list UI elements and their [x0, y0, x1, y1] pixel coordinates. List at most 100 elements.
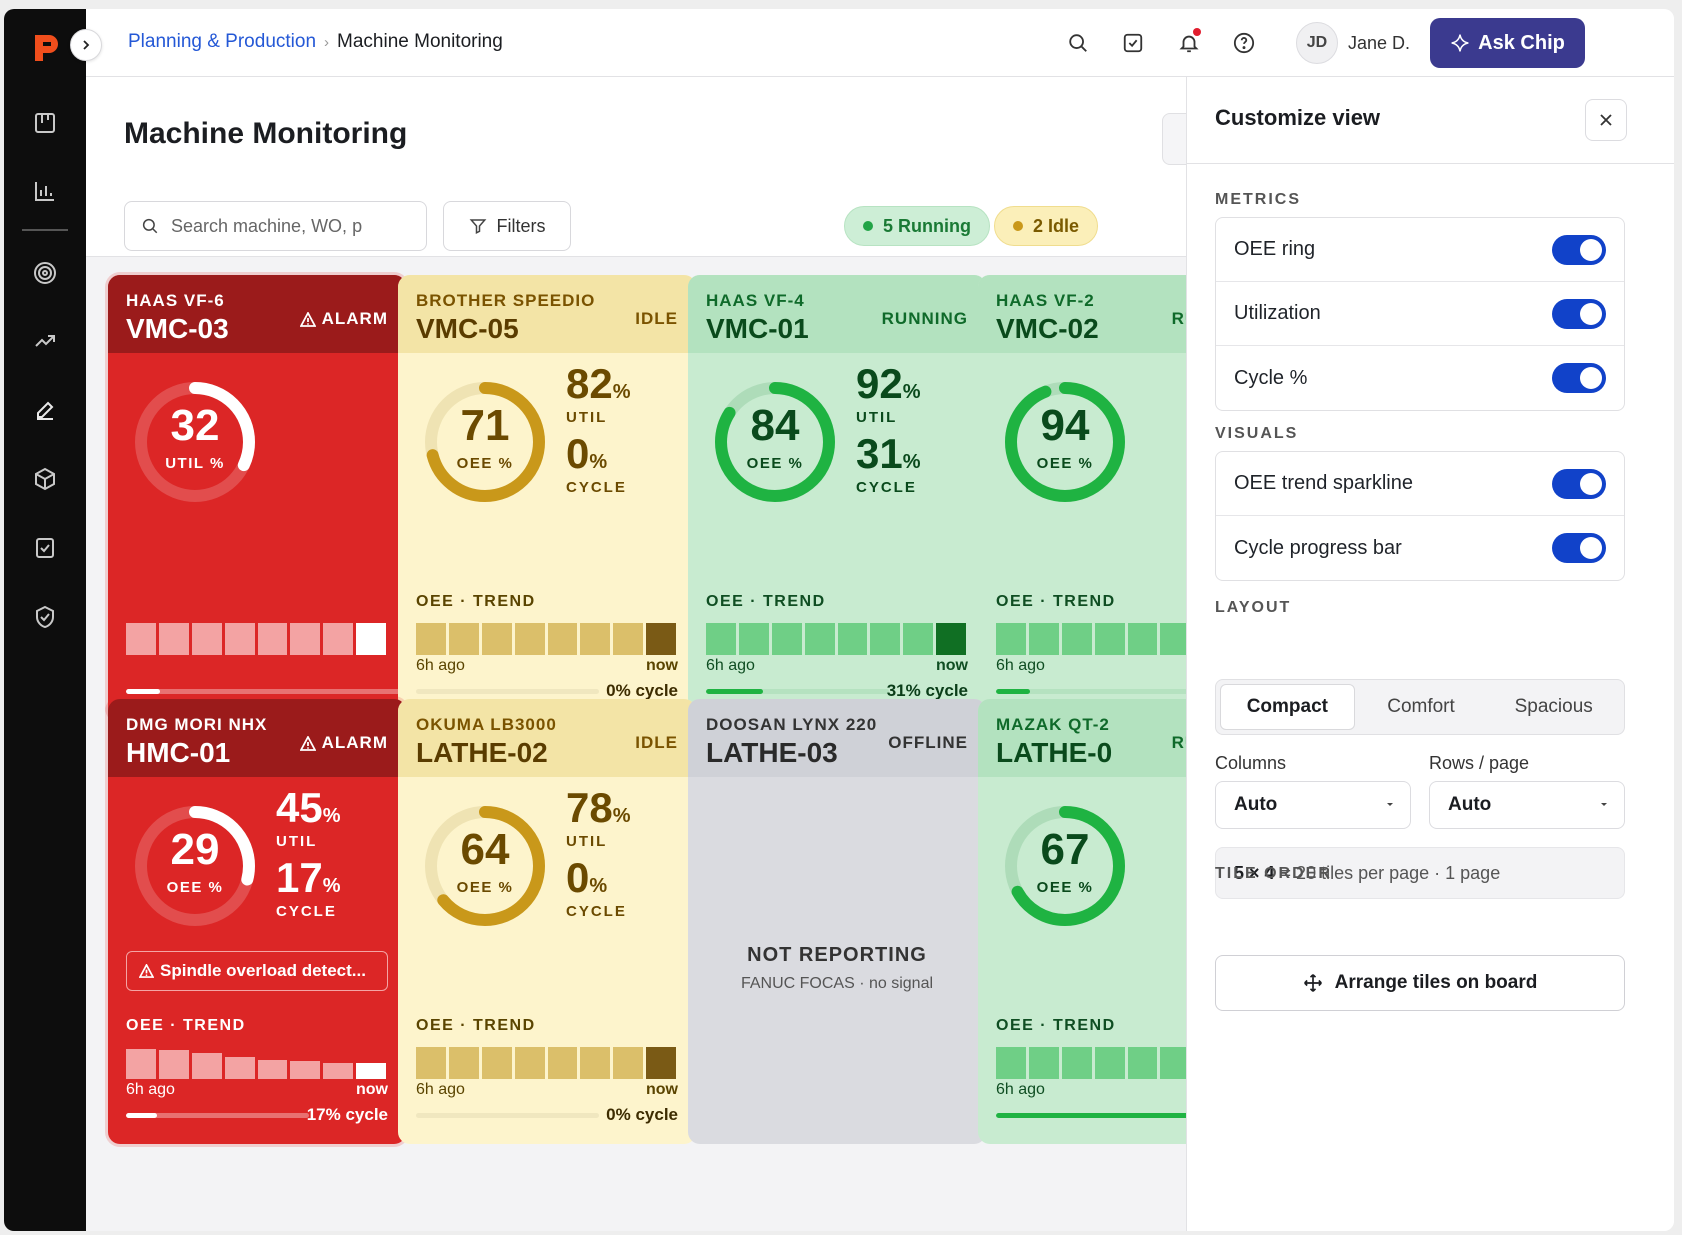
trend-end-label: now: [646, 1081, 678, 1098]
spark-bar: [1028, 1047, 1059, 1079]
metric-row-oee-ring[interactable]: OEE ring: [1216, 218, 1624, 282]
rows-select[interactable]: Auto: [1429, 781, 1625, 829]
status-label: IDLE: [635, 309, 678, 328]
ring-progress: [425, 806, 545, 926]
metric-row-cycle[interactable]: Cycle %: [1216, 346, 1624, 410]
machine-tile[interactable]: HAAS VF-2 VMC-02 RUNNING 94 OEE % OEE · …: [978, 275, 1276, 720]
machine-tile[interactable]: BROTHER SPEEDIO VMC-05 IDLE 71 OEE % 82%…: [398, 275, 696, 720]
cycle-toggle[interactable]: [1552, 363, 1606, 393]
target-icon[interactable]: [31, 259, 59, 287]
util-value: 78: [566, 784, 613, 831]
close-panel-button[interactable]: [1585, 99, 1627, 141]
metrics-heading: METRICS: [1215, 191, 1301, 208]
cycle-text: 31% cycle: [886, 681, 968, 700]
spark-bar: [580, 1047, 611, 1079]
search-icon[interactable]: [1064, 29, 1092, 57]
spark-bar: [514, 623, 545, 655]
bell-icon[interactable]: [1175, 28, 1203, 57]
arrange-tiles-button[interactable]: Arrange tiles on board: [1215, 955, 1625, 1011]
layout-option-spacious[interactable]: Spacious: [1514, 696, 1593, 717]
status-label: RUNNING: [881, 309, 968, 328]
spark-bar: [903, 623, 934, 655]
spark-bar: [706, 623, 736, 655]
metric-label: OEE ring: [1234, 238, 1316, 260]
oee-ring-toggle[interactable]: [1552, 234, 1606, 265]
search-input[interactable]: [171, 215, 391, 237]
machine-tile[interactable]: HAAS VF-4 VMC-01 RUNNING 84 OEE % 92% UTI…: [688, 275, 986, 720]
visual-row-progress[interactable]: Cycle progress bar: [1216, 516, 1624, 580]
sparkline-toggle[interactable]: [1552, 468, 1606, 499]
tile-header: DOOSAN LYNX 220 LATHE-03 OFFLINE: [688, 699, 986, 777]
trend-label: OEE · TREND: [996, 593, 1116, 610]
trend-icon[interactable]: [31, 327, 59, 355]
spark-bar: [1094, 623, 1125, 655]
warning-icon: [299, 735, 316, 751]
machine-tile[interactable]: OKUMA LB3000 LATHE-02 IDLE 64 OEE % 78% U…: [398, 699, 696, 1144]
machine-model: HAAS VF-2: [996, 291, 1095, 310]
cycle-metric: 0% CYCLE: [566, 854, 627, 921]
status-badge: IDLE: [635, 309, 678, 329]
progress-bar-toggle[interactable]: [1552, 533, 1606, 563]
ring-value: 64: [460, 825, 510, 874]
checklist-icon[interactable]: [31, 534, 59, 562]
metric-label: Cycle %: [1234, 366, 1308, 389]
machine-tile[interactable]: HAAS VF-6 VMC-03 ALARM 32 UTIL %: [108, 275, 406, 720]
spark-bar: [224, 623, 255, 655]
status-badge: RUNNING: [882, 309, 968, 329]
oee-ring: 84 OEE %: [706, 373, 844, 511]
ring-gauge: [135, 382, 255, 502]
user-name[interactable]: Jane D.: [1348, 33, 1411, 53]
spark-bar: [1160, 1047, 1191, 1079]
ask-chip-button[interactable]: Ask Chip: [1430, 18, 1585, 68]
ring-gauge: [715, 382, 835, 502]
filters-button[interactable]: Filters: [443, 201, 571, 251]
columns-select[interactable]: Auto: [1215, 781, 1411, 829]
cube-icon[interactable]: [31, 465, 59, 493]
spark-bar: [1061, 1047, 1092, 1079]
visual-row-sparkline[interactable]: OEE trend sparkline: [1216, 452, 1624, 516]
ring-gauge: [425, 382, 545, 502]
pen-icon[interactable]: [31, 397, 59, 425]
status-badge: ALARM: [299, 309, 388, 329]
trend-start-label: 6h ago: [706, 657, 755, 674]
status-badge: OFFLINE: [888, 733, 968, 753]
layout-option-comfort[interactable]: Comfort: [1387, 696, 1455, 717]
trend-start-label: 6h ago: [416, 1081, 465, 1098]
board-icon[interactable]: [31, 109, 59, 137]
cycle-progress-bar: [996, 1113, 1276, 1118]
machine-tile[interactable]: DMG MORI NHX HMC-01 ALARM 29 OEE % 45% UT…: [108, 699, 406, 1144]
ring-label: OEE %: [1036, 879, 1094, 896]
running-filter-pill[interactable]: 5 Running: [844, 206, 990, 246]
machine-id: LATHE-0: [996, 737, 1113, 768]
visual-label: Cycle progress bar: [1234, 536, 1402, 559]
ring-label: OEE %: [746, 455, 804, 472]
search-box[interactable]: [124, 201, 427, 251]
spark-bar: [257, 623, 288, 655]
breadcrumb-parent[interactable]: Planning & Production: [128, 31, 317, 52]
util-metric: 92% UTIL: [856, 360, 921, 427]
cycle-text: 0% cycle: [606, 1105, 678, 1124]
utilization-toggle[interactable]: [1552, 298, 1606, 329]
cycle-progress-bar: [996, 689, 1276, 694]
cycle-label: CYCLE: [566, 479, 627, 496]
avatar[interactable]: JD: [1296, 22, 1338, 64]
app-window: Planning & Production › Machine Monitori…: [4, 9, 1674, 1231]
expand-sidebar-button[interactable]: [70, 29, 102, 61]
trend-end-label: now: [646, 657, 678, 674]
alert-message[interactable]: Spindle overload detect...: [126, 951, 388, 991]
main-content: Machine Monitoring Filters 5 Running 2 I…: [86, 77, 1276, 1231]
shield-icon[interactable]: [31, 603, 59, 631]
logo-icon[interactable]: [32, 33, 60, 63]
metric-row-utilization[interactable]: Utilization: [1216, 282, 1624, 346]
spark-bar: [356, 1063, 386, 1079]
layout-option-compact[interactable]: Compact: [1220, 684, 1355, 730]
idle-filter-pill[interactable]: 2 Idle: [994, 206, 1099, 246]
task-icon[interactable]: [1119, 29, 1147, 57]
spark-bar: [738, 623, 769, 655]
machine-tile[interactable]: DOOSAN LYNX 220 LATHE-03 OFFLINE NOT REP…: [688, 699, 986, 1144]
help-icon[interactable]: [1230, 29, 1258, 57]
chart-icon[interactable]: [31, 177, 59, 205]
trend-label: OEE · TREND: [416, 593, 536, 610]
sidebar-divider: [22, 229, 68, 231]
sparkle-icon: [1451, 34, 1469, 52]
